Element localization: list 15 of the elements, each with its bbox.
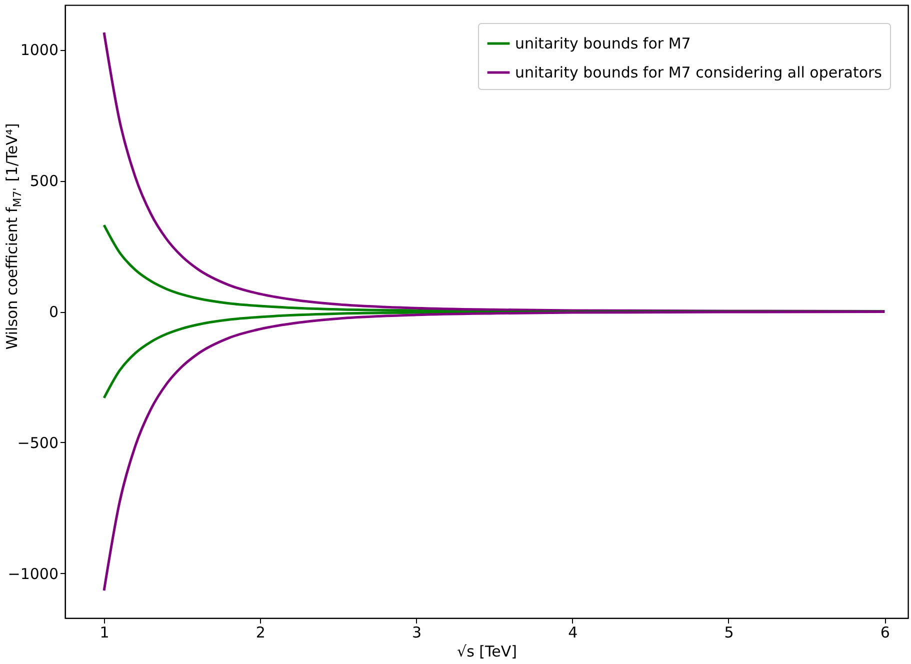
legend-label: unitarity bounds for M7 — [515, 34, 691, 52]
y-tick-label: 0 — [48, 303, 58, 321]
y-axis-title: Wilson coefficient fM7' [1/TeV⁴] — [3, 123, 24, 350]
y-tick-label: −500 — [17, 434, 58, 452]
x-tick-label: 1 — [100, 624, 110, 642]
x-axis-title: √s [TeV] — [457, 642, 517, 660]
x-tick-label: 4 — [568, 624, 578, 642]
y-tick-label: 500 — [30, 172, 58, 190]
y-tick-label: −1000 — [8, 564, 58, 583]
legend-label: unitarity bounds for M7 considering all operators — [515, 64, 882, 82]
x-tick-label: 3 — [412, 624, 422, 642]
x-tick-label: 2 — [256, 624, 266, 642]
x-tick-label: 6 — [880, 624, 890, 642]
x-tick-label: 5 — [724, 624, 734, 642]
y-tick-label: 1000 — [20, 41, 58, 60]
